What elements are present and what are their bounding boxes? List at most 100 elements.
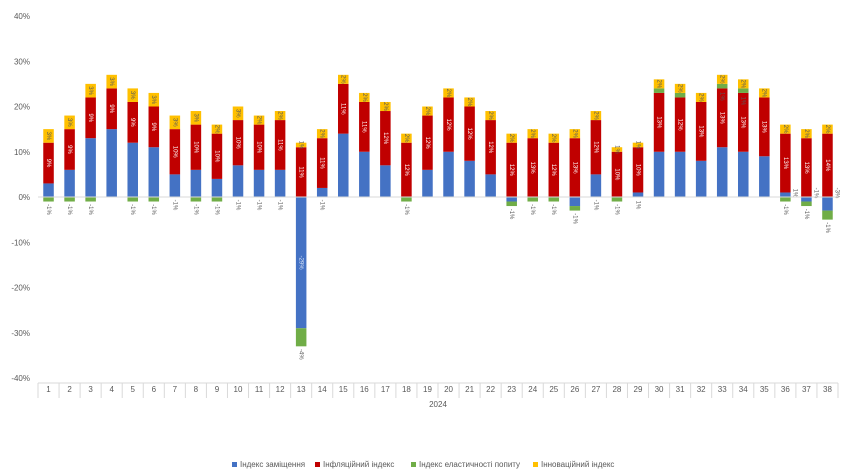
data-label: 2%: [508, 134, 514, 143]
data-label: 1%: [740, 97, 746, 106]
bar-segment: [85, 83, 96, 98]
x-tick-label: 26: [570, 385, 579, 394]
bar-segment: [295, 147, 307, 197]
bar-segment: [401, 197, 412, 202]
bar-segment: [485, 111, 496, 121]
legend-label: Індекс заміщення: [240, 460, 305, 469]
bar-segment: [674, 97, 686, 152]
bar-segment: [106, 74, 117, 89]
data-label: -1%: [613, 204, 619, 215]
y-tick-label: -10%: [11, 238, 30, 247]
y-tick-label: -30%: [11, 329, 30, 338]
data-label: -1%: [550, 204, 556, 215]
bar-segment: [506, 142, 517, 197]
data-label: 9%: [150, 123, 156, 132]
data-label: 13%: [740, 116, 746, 129]
data-label: 3%: [129, 91, 135, 100]
data-label: 13%: [803, 162, 809, 175]
bar-segment: [106, 88, 117, 130]
legend-label: Інфляційний індекс: [323, 460, 394, 469]
x-group-label: 2024: [429, 400, 447, 409]
bar-segment: [127, 88, 138, 102]
data-label: 12%: [403, 164, 409, 177]
bar-segment: [295, 328, 307, 347]
data-label: -1%: [571, 213, 577, 224]
bar-segment: [127, 142, 138, 197]
data-label: 13%: [761, 121, 767, 134]
bar-segment: [359, 101, 370, 152]
data-label: 2%: [319, 129, 325, 138]
bar-segment: [127, 101, 138, 143]
bar-segment: [85, 138, 96, 197]
data-label: 3%: [108, 77, 114, 86]
data-label: 12%: [677, 119, 683, 132]
bar-segment: [759, 156, 770, 197]
data-label: 13%: [782, 157, 788, 170]
data-label: 2%: [340, 75, 346, 84]
bar-segment: [43, 183, 54, 197]
bar-segment: [148, 106, 160, 148]
bar-segment: [548, 197, 560, 202]
x-tick-label: 6: [152, 385, 157, 394]
x-tick-label: 29: [634, 385, 643, 394]
bar-segment: [380, 165, 391, 197]
side-data-label: 1%: [791, 189, 797, 198]
data-label: 13%: [719, 112, 725, 125]
bar-segment: [253, 169, 265, 197]
x-tick-label: 38: [823, 385, 832, 394]
data-label: 12%: [382, 132, 388, 145]
x-tick-label: 8: [194, 385, 199, 394]
bar-segment: [316, 129, 328, 139]
bar-segment: [695, 101, 707, 161]
bar-segment: [422, 169, 433, 197]
data-label: 11%: [298, 166, 304, 178]
bar-segment: [738, 151, 749, 197]
bar-segment: [85, 97, 96, 139]
data-label: 2%: [592, 111, 598, 120]
y-tick-label: -20%: [11, 284, 30, 293]
bar-segment: [64, 169, 75, 197]
x-tick-label: 14: [318, 385, 327, 394]
data-label: 10%: [234, 137, 240, 150]
data-label: 2%: [782, 125, 788, 134]
bar-segment: [780, 192, 791, 197]
x-tick-label: 2: [67, 385, 72, 394]
bar-segment: [716, 88, 728, 148]
data-label: -1%: [255, 200, 261, 211]
bar-segment: [780, 133, 791, 193]
data-label: 2%: [655, 80, 661, 89]
bar-segment: [211, 124, 223, 134]
bar-segment: [653, 79, 665, 89]
bar-segment: [43, 142, 54, 184]
data-label: 2%: [761, 89, 767, 98]
data-label: 2%: [698, 93, 704, 102]
data-label: 3%: [87, 86, 93, 95]
data-label: 12%: [508, 164, 514, 177]
bar-segment: [738, 92, 749, 152]
x-tick-label: 36: [781, 385, 790, 394]
data-label: 2%: [677, 84, 683, 93]
bar-segment: [401, 142, 412, 197]
bar-segment: [338, 83, 349, 134]
data-label: 2%: [445, 89, 451, 98]
bar-segment: [738, 88, 749, 93]
bar-segment: [422, 115, 433, 170]
data-label: 2%: [719, 75, 725, 84]
data-label: -1%: [508, 209, 514, 220]
data-label: -1%: [782, 204, 788, 215]
bar-segment: [169, 115, 181, 130]
bar-segment: [527, 138, 538, 197]
x-tick-label: 21: [465, 385, 474, 394]
data-label: 2%: [803, 129, 809, 138]
bar-segment: [464, 106, 475, 161]
bar-segment: [443, 88, 454, 98]
bar-segment: [506, 201, 517, 207]
x-tick-label: 22: [486, 385, 495, 394]
bar-segment: [780, 124, 791, 134]
bar-segment: [590, 111, 602, 121]
bar-segment: [464, 160, 475, 197]
x-tick-label: 4: [109, 385, 114, 394]
bar-segment: [611, 151, 623, 197]
